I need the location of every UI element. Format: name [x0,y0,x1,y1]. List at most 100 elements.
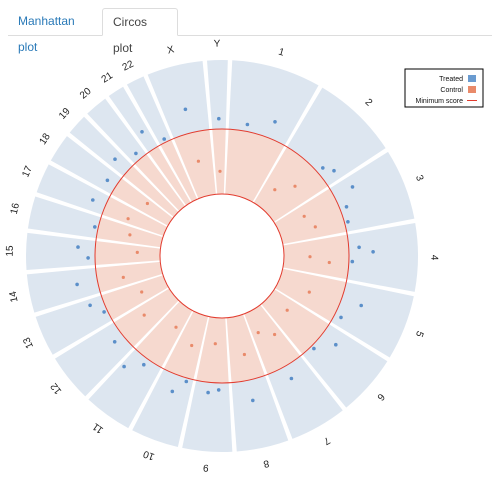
treated-point[interactable] [217,116,221,121]
chromosome-label-7: 7 [321,434,332,447]
treated-point[interactable] [216,388,221,392]
treated-point[interactable] [93,225,97,229]
control-point[interactable] [313,225,317,229]
treated-point[interactable] [357,245,361,250]
control-point[interactable] [273,332,277,337]
treated-point[interactable] [251,398,255,403]
control-band-chr1 [225,129,285,203]
control-band-chr5 [275,268,347,322]
control-band-chr11 [135,301,193,368]
treated-point[interactable] [183,107,188,112]
control-point[interactable] [242,352,246,357]
control-band-chr12 [113,288,179,347]
control-point[interactable] [307,290,311,294]
treated-point[interactable] [102,310,106,314]
control-band-chr3 [274,188,347,245]
treated-point[interactable] [273,120,277,124]
chromosome-label-X: X [166,44,175,56]
control-point[interactable] [218,169,222,173]
treated-band-chr6 [302,324,388,408]
control-band-chr6 [261,289,330,355]
treated-point[interactable] [371,250,375,254]
control-band-chr16 [96,217,163,248]
legend-label-minimum: Minimum score [416,98,464,105]
control-point[interactable] [213,342,217,346]
chromosome-label-21: 21 [100,70,116,86]
treated-point[interactable] [206,390,210,395]
control-point[interactable] [327,260,331,265]
chromosome-label-19: 19 [57,106,73,122]
control-point[interactable] [293,184,297,188]
control-band-chr20 [134,154,186,211]
control-band-chr8 [226,314,265,383]
treated-band-chr4 [346,222,418,292]
chromosome-label-1: 1 [277,47,286,59]
treated-point[interactable] [105,178,110,183]
treated-point[interactable] [86,256,90,260]
control-point[interactable] [285,308,289,312]
control-band-chrX [173,129,216,199]
control-band-chr2 [253,146,329,222]
treated-point[interactable] [184,379,189,384]
treated-band-chr17 [36,164,110,215]
treated-point[interactable] [321,166,325,170]
chromosome-label-4: 4 [428,255,439,261]
treated-point[interactable] [140,130,144,134]
treated-point[interactable] [162,137,166,141]
control-band-chr22 [160,139,198,202]
control-band-chr13 [101,275,169,320]
treated-point[interactable] [142,362,146,367]
control-point[interactable] [190,343,194,348]
control-band-chr15 [95,241,161,266]
treated-point[interactable] [289,376,294,381]
treated-point[interactable] [332,168,336,173]
control-point[interactable] [140,290,144,294]
control-point[interactable] [128,233,132,237]
treated-point[interactable] [350,259,355,264]
control-point[interactable] [142,313,146,317]
chromosome-label-6: 6 [374,391,386,403]
control-point[interactable] [196,159,200,163]
treated-point[interactable] [91,198,95,202]
treated-point[interactable] [339,315,343,320]
chromosome-label-9: 9 [202,462,209,473]
tab-circos-plot[interactable]: Circos plot [102,8,178,55]
treated-point[interactable] [346,220,350,224]
control-point[interactable] [308,255,312,259]
treated-point[interactable] [344,205,349,209]
control-band-chr10 [163,311,209,380]
treated-band-chrX [147,60,210,139]
control-point[interactable] [174,325,178,329]
control-point[interactable] [126,217,130,221]
treated-point[interactable] [122,364,126,369]
treated-point[interactable] [134,151,138,156]
treated-point[interactable] [359,303,364,308]
control-point[interactable] [273,188,277,192]
control-point[interactable] [135,250,139,254]
treated-point[interactable] [170,389,175,394]
treated-point[interactable] [350,185,355,189]
treated-point[interactable] [75,282,79,287]
tab-manhattan-plot[interactable]: Manhattan plot [18,14,75,54]
control-band-chr9 [196,316,229,383]
chromosome-label-3: 3 [413,174,425,184]
chromosome-label-16: 16 [9,202,22,216]
treated-band-chr20 [87,98,147,164]
treated-band-chr18 [50,136,122,195]
treated-point[interactable] [312,346,316,351]
control-point[interactable] [145,201,149,206]
treated-point[interactable] [245,122,250,127]
treated-point[interactable] [112,340,117,344]
chromosome-label-14: 14 [8,290,21,303]
treated-point[interactable] [334,342,338,347]
control-point[interactable] [256,331,260,335]
legend-swatch-treated [468,75,476,82]
treated-point[interactable] [76,245,80,249]
control-band-chr14 [95,261,163,293]
control-point[interactable] [302,214,306,218]
control-point[interactable] [121,275,125,279]
chromosome-label-11: 11 [90,420,105,435]
treated-point[interactable] [88,303,92,308]
chromosome-label-12: 12 [48,380,64,396]
treated-point[interactable] [113,157,117,161]
